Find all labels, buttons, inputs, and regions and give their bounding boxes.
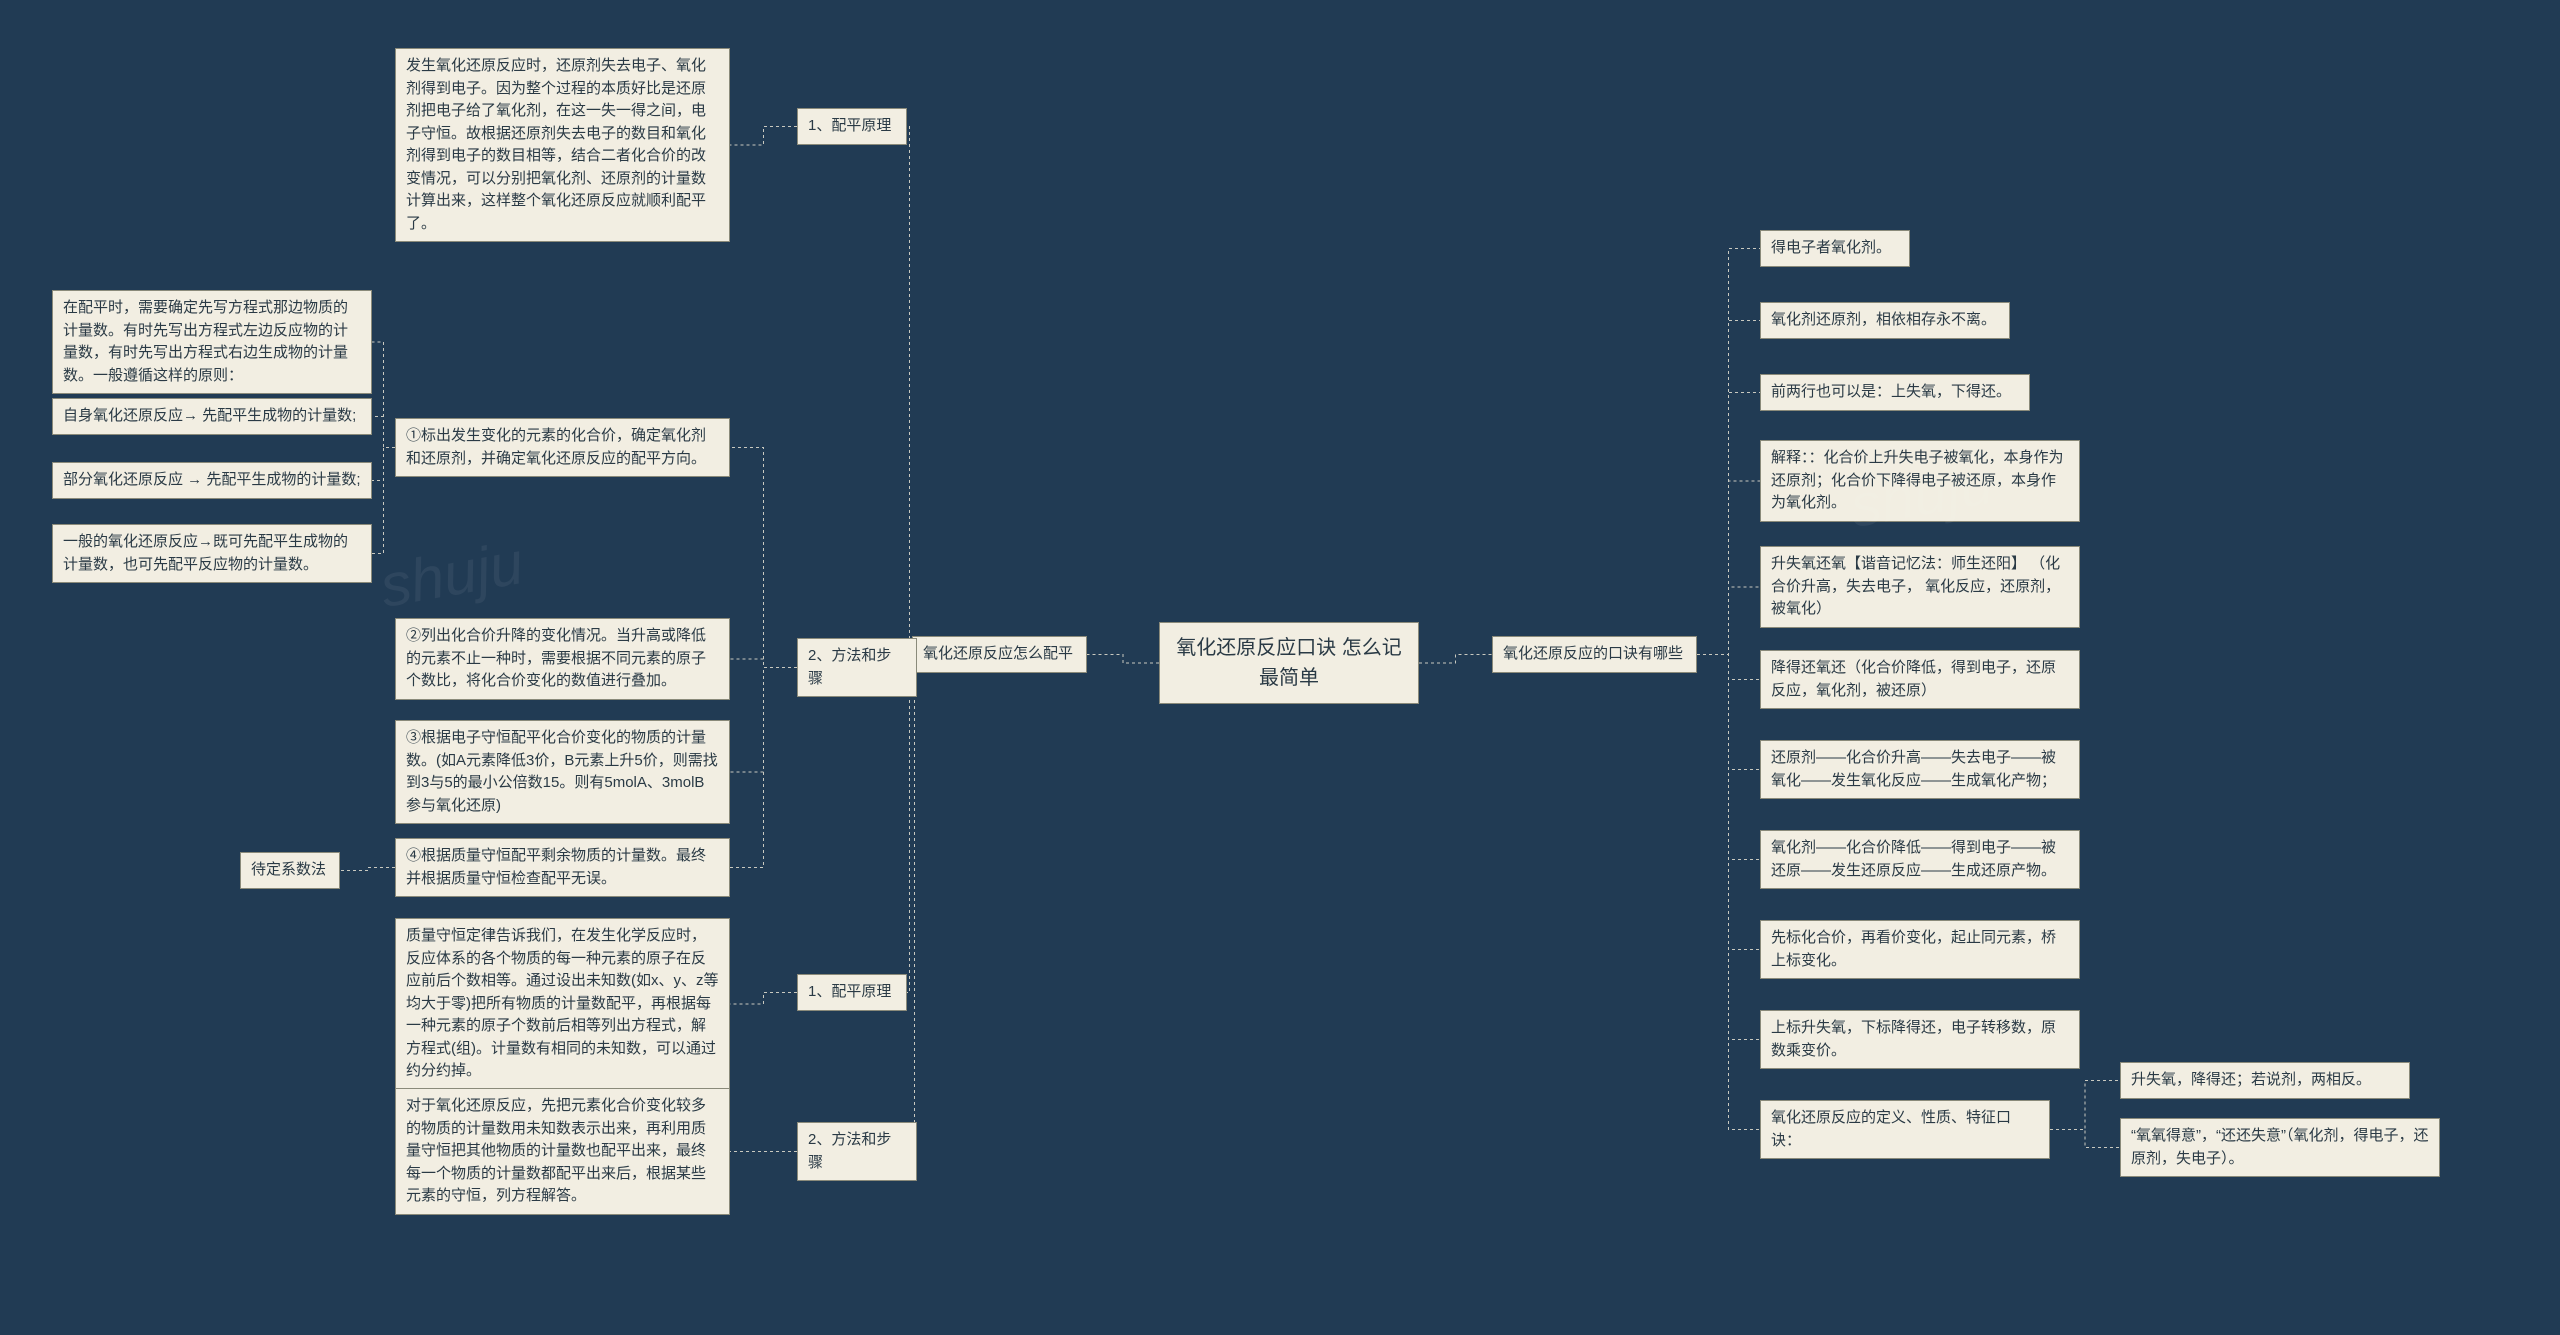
node-l-a2-c2: ②列出化合价升降的变化情况。当升高或降低的元素不止一种时，需要根据不同元素的原子…	[395, 618, 730, 700]
right-main-node: 氧化还原反应的口诀有哪些	[1492, 636, 1697, 673]
left-main-node: 氧化还原反应怎么配平	[912, 636, 1087, 673]
node-r-c6: 降得还氧还（化合价降低，得到电子，还原反应，氧化剂，被还原）	[1760, 650, 2080, 709]
center-node: 氧化还原反应口诀 怎么记最简单	[1159, 622, 1419, 704]
node-l-a3-c1: 质量守恒定律告诉我们，在发生化学反应时，反应体系的各个物质的每一种元素的原子在反…	[395, 918, 730, 1090]
node-l-a2-c1-s4: 一般的氧化还原反应→既可先配平生成物的计量数，也可先配平反应物的计量数。	[52, 524, 372, 583]
node-r-c1: 得电子者氧化剂。	[1760, 230, 1910, 267]
node-r-c7: 还原剂——化合价升高——失去电子——被氧化——发生氧化反应——生成氧化产物；	[1760, 740, 2080, 799]
node-r-c10: 上标升失氧，下标降得还，电子转移数，原数乘变价。	[1760, 1010, 2080, 1069]
node-r-c11-s2: “氧氧得意”，“还还失意”（氧化剂，得电子，还原剂，失电子）。	[2120, 1118, 2440, 1177]
node-l-a4-c1: 对于氧化还原反应，先把元素化合价变化较多的物质的计量数用未知数表示出来，再利用质…	[395, 1088, 730, 1215]
node-l-a2-c1-s1: 在配平时，需要确定先写方程式那边物质的计量数。有时先写出方程式左边反应物的计量数…	[52, 290, 372, 394]
node-r-c5: 升失氧还氧【谐音记忆法：师生还阳】 （化合价升高，失去电子， 氧化反应，还原剂，…	[1760, 546, 2080, 628]
node-l-a4: 2、方法和步骤	[797, 1122, 917, 1181]
node-l-a1-c1: 发生氧化还原反应时，还原剂失去电子、氧化剂得到电子。因为整个过程的本质好比是还原…	[395, 48, 730, 242]
node-r-c2: 氧化剂还原剂，相依相存永不离。	[1760, 302, 2010, 339]
node-l-a2-c3: ③根据电子守恒配平化合价变化的物质的计量数。(如A元素降低3价，B元素上升5价，…	[395, 720, 730, 824]
node-r-c3: 前两行也可以是：上失氧，下得还。	[1760, 374, 2030, 411]
node-l-a2-c4: ④根据质量守恒配平剩余物质的计量数。最终并根据质量守恒检查配平无误。	[395, 838, 730, 897]
node-l-a2-c1-s2: 自身氧化还原反应→ 先配平生成物的计量数;	[52, 398, 372, 435]
watermark: shuju	[375, 528, 528, 621]
node-r-c9: 先标化合价，再看价变化，起止同元素，桥上标变化。	[1760, 920, 2080, 979]
node-l-a3: 1、配平原理	[797, 974, 907, 1011]
node-l-a2: 2、方法和步骤	[797, 638, 917, 697]
node-l-a2-c4-s1: 待定系数法	[240, 852, 340, 889]
node-r-c11-s1: 升失氧，降得还；若说剂，两相反。	[2120, 1062, 2410, 1099]
node-l-a1: 1、配平原理	[797, 108, 907, 145]
node-l-a2-c1-s3: 部分氧化还原反应 → 先配平生成物的计量数;	[52, 462, 372, 499]
node-r-c11: 氧化还原反应的定义、性质、特征口诀：	[1760, 1100, 2050, 1159]
node-r-c8: 氧化剂——化合价降低——得到电子——被还原——发生还原反应——生成还原产物。	[1760, 830, 2080, 889]
node-r-c4: 解释：：化合价上升失电子被氧化，本身作为还原剂；化合价下降得电子被还原，本身作为…	[1760, 440, 2080, 522]
node-l-a2-c1: ①标出发生变化的元素的化合价，确定氧化剂和还原剂，并确定氧化还原反应的配平方向。	[395, 418, 730, 477]
